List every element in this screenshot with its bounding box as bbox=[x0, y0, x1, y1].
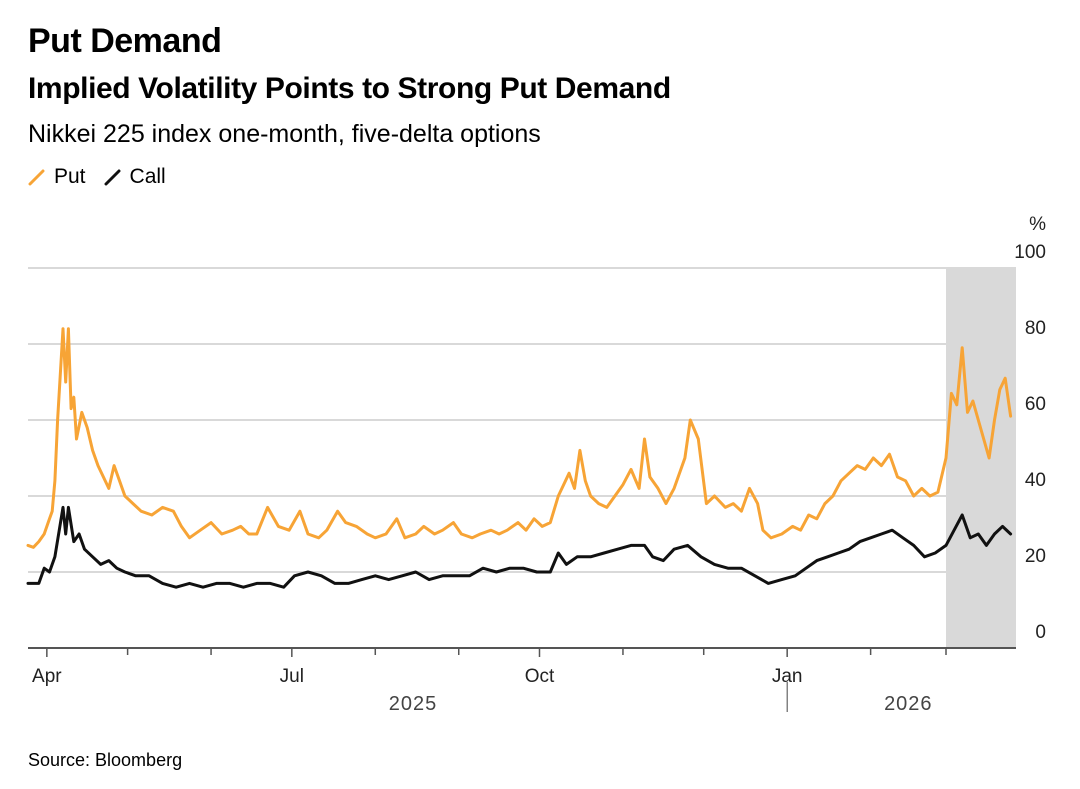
y-tick-label-0: 0 bbox=[1035, 622, 1046, 643]
x-tick-label-jan: Jan bbox=[772, 666, 803, 687]
x-tick-label-jul: Jul bbox=[280, 666, 304, 687]
legend-item-call: Call bbox=[104, 165, 166, 189]
y-unit-label: % bbox=[1029, 214, 1046, 235]
put-line-icon bbox=[28, 169, 45, 186]
legend-label-call: Call bbox=[129, 165, 166, 188]
source-note: Source: Bloomberg bbox=[28, 750, 183, 770]
y-tick-label-60: 60 bbox=[1025, 394, 1046, 415]
y-tick-label-80: 80 bbox=[1025, 318, 1046, 339]
series-line-put bbox=[26, 327, 1013, 549]
chart-title: Put Demand bbox=[28, 22, 222, 60]
call-line-icon bbox=[104, 169, 121, 186]
y-tick-label-20: 20 bbox=[1025, 546, 1046, 567]
chart-legend: Put Call bbox=[28, 165, 184, 189]
legend-label-put: Put bbox=[54, 165, 86, 188]
x-tick-label-oct: Oct bbox=[525, 666, 555, 687]
year-label-2026: 2026 bbox=[884, 693, 933, 715]
year-label-2025: 2025 bbox=[389, 693, 438, 715]
chart-subtitle: Implied Volatility Points to Strong Put … bbox=[28, 72, 671, 105]
highlight-band bbox=[946, 268, 1016, 648]
legend-item-put: Put bbox=[28, 165, 86, 189]
chart-description: Nikkei 225 index one-month, five-delta o… bbox=[28, 120, 541, 148]
y-tick-label-40: 40 bbox=[1025, 470, 1046, 491]
series-line-call bbox=[26, 505, 1013, 589]
x-tick-label-apr: Apr bbox=[32, 666, 62, 687]
y-tick-label-100: 100 bbox=[1014, 242, 1046, 263]
